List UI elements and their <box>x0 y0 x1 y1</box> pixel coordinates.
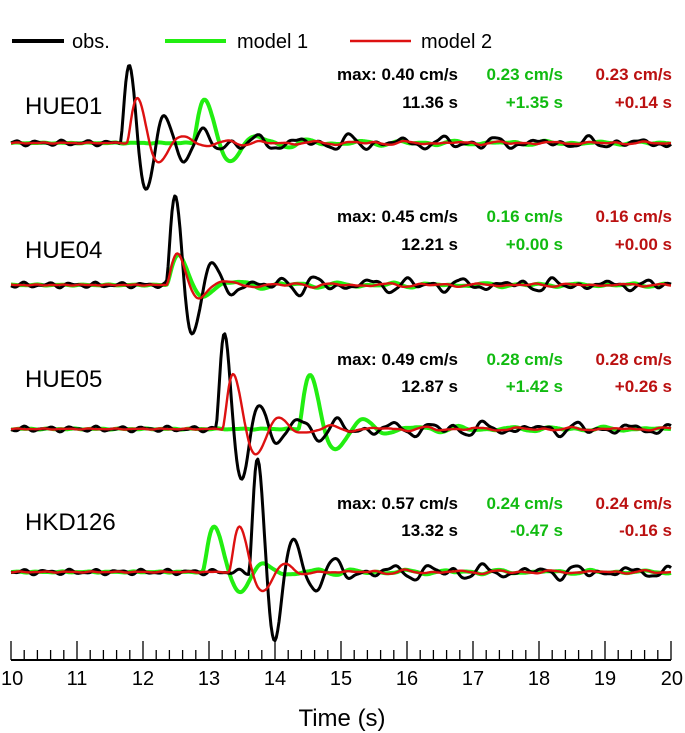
obs-peak-time: 12.21 s <box>401 235 458 254</box>
model1-trace <box>10 253 672 299</box>
x-tick-label: 14 <box>264 668 286 690</box>
x-tick-label: 17 <box>462 668 484 690</box>
station-name: HKD126 <box>25 509 116 536</box>
station-name: HUE05 <box>25 366 102 393</box>
model1-time-shift: -0.47 s <box>510 521 563 540</box>
model2-time-shift: -0.16 s <box>619 521 672 540</box>
station-panel-hue05: HUE05 max: 0.49 cm/s 12.87 s 0.28 cm/s +… <box>10 332 672 481</box>
model2-trace <box>10 372 672 456</box>
station-name: HUE04 <box>25 237 102 264</box>
legend-model1-label: model 1 <box>237 31 308 53</box>
model2-max-value: 0.28 cm/s <box>595 350 672 369</box>
model1-max-value: 0.28 cm/s <box>486 350 563 369</box>
station-traces <box>10 194 672 336</box>
x-tick-label: 20 <box>661 668 683 690</box>
model1-max-value: 0.16 cm/s <box>486 207 563 226</box>
model2-time-shift: +0.00 s <box>615 235 672 254</box>
station-traces <box>10 64 672 191</box>
model2-time-shift: +0.26 s <box>615 377 672 396</box>
x-tick-label: 19 <box>594 668 616 690</box>
x-tick-label: 11 <box>67 668 88 690</box>
axis-ticks: 10 11 12 13 14 15 16 17 18 19 20 <box>1 641 683 690</box>
obs-max-value: max: 0.45 cm/s <box>337 207 458 226</box>
model1-time-shift: +0.00 s <box>506 235 563 254</box>
obs-trace <box>10 64 672 191</box>
legend-obs-label: obs. <box>72 31 110 53</box>
station-panel-hkd126: HKD126 max: 0.57 cm/s 13.32 s 0.24 cm/s … <box>10 457 672 643</box>
model1-trace <box>10 97 672 164</box>
model1-max-value: 0.23 cm/s <box>486 65 563 84</box>
obs-peak-time: 11.36 s <box>402 93 458 112</box>
x-tick-label: 15 <box>330 668 352 690</box>
x-tick-label: 18 <box>528 668 550 690</box>
obs-trace <box>10 457 672 643</box>
model2-trace <box>11 525 672 593</box>
legend-model2-label: model 2 <box>421 31 492 53</box>
model2-trace <box>10 252 672 300</box>
model1-trace <box>10 524 672 595</box>
time-axis: 10 11 12 13 14 15 16 17 18 19 20 Time (s) <box>1 641 683 732</box>
model1-trace <box>10 373 672 452</box>
model2-max-value: 0.23 cm/s <box>595 65 672 84</box>
legend: obs. model 1 model 2 <box>12 31 492 53</box>
x-axis-label: Time (s) <box>298 705 385 732</box>
model2-time-shift: +0.14 s <box>615 93 672 112</box>
station-panel-hue01: HUE01 max: 0.40 cm/s 11.36 s 0.23 cm/s +… <box>10 64 672 191</box>
model2-max-value: 0.16 cm/s <box>595 207 672 226</box>
model1-max-value: 0.24 cm/s <box>486 494 563 513</box>
model1-time-shift: +1.42 s <box>506 377 563 396</box>
obs-max-value: max: 0.40 cm/s <box>337 65 458 84</box>
obs-peak-time: 13.32 s <box>401 521 458 540</box>
obs-trace <box>10 332 672 481</box>
model2-max-value: 0.24 cm/s <box>595 494 672 513</box>
x-tick-label: 12 <box>132 668 154 690</box>
x-tick-label: 16 <box>396 668 418 690</box>
model1-time-shift: +1.35 s <box>506 93 563 112</box>
model2-trace <box>10 96 672 164</box>
x-tick-label: 13 <box>198 668 220 690</box>
obs-max-value: max: 0.57 cm/s <box>337 494 458 513</box>
x-tick-label: 10 <box>1 668 23 690</box>
obs-peak-time: 12.87 s <box>401 377 458 396</box>
station-traces <box>10 457 672 643</box>
obs-max-value: max: 0.49 cm/s <box>337 350 458 369</box>
station-traces <box>10 332 672 481</box>
station-panel-hue04: HUE04 max: 0.45 cm/s 12.21 s 0.16 cm/s +… <box>10 194 672 336</box>
station-name: HUE01 <box>25 93 102 120</box>
